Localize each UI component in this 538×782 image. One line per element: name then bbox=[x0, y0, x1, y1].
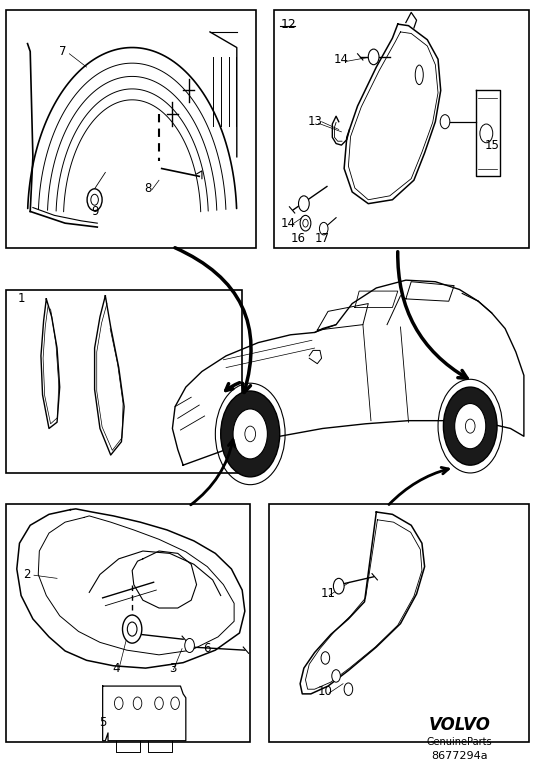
Text: 1: 1 bbox=[17, 292, 25, 306]
Bar bbox=[6, 289, 242, 473]
Bar bbox=[274, 10, 529, 248]
Circle shape bbox=[87, 188, 102, 210]
Text: GenuineParts: GenuineParts bbox=[427, 737, 492, 748]
Circle shape bbox=[185, 638, 194, 652]
Text: 15: 15 bbox=[484, 138, 499, 152]
Circle shape bbox=[123, 615, 142, 643]
Circle shape bbox=[233, 409, 267, 459]
Text: 8: 8 bbox=[145, 181, 152, 195]
Circle shape bbox=[91, 194, 98, 205]
Text: 14: 14 bbox=[280, 217, 295, 230]
Text: VOLVO: VOLVO bbox=[429, 716, 491, 734]
Text: 9: 9 bbox=[91, 205, 98, 218]
Circle shape bbox=[334, 579, 344, 594]
Circle shape bbox=[155, 697, 164, 709]
Circle shape bbox=[128, 622, 137, 636]
Circle shape bbox=[115, 697, 123, 709]
Circle shape bbox=[465, 419, 475, 433]
Circle shape bbox=[455, 404, 486, 449]
Text: 12: 12 bbox=[281, 18, 296, 30]
Text: 3: 3 bbox=[169, 662, 176, 675]
Bar bbox=[6, 504, 250, 742]
Circle shape bbox=[480, 124, 493, 143]
Text: 5: 5 bbox=[99, 716, 107, 730]
Text: 14: 14 bbox=[334, 52, 349, 66]
Circle shape bbox=[300, 215, 311, 231]
Text: 8677294a: 8677294a bbox=[431, 752, 488, 762]
Circle shape bbox=[299, 196, 309, 211]
Text: 16: 16 bbox=[291, 232, 306, 246]
Text: 6: 6 bbox=[203, 642, 211, 655]
Ellipse shape bbox=[415, 65, 423, 84]
Text: 4: 4 bbox=[112, 662, 120, 675]
Circle shape bbox=[440, 115, 450, 129]
Bar bbox=[6, 10, 256, 248]
Circle shape bbox=[303, 219, 308, 227]
Text: 11: 11 bbox=[321, 587, 336, 601]
Circle shape bbox=[321, 651, 330, 664]
Text: 10: 10 bbox=[318, 685, 333, 698]
Circle shape bbox=[344, 683, 353, 695]
Circle shape bbox=[245, 426, 256, 442]
Circle shape bbox=[332, 669, 341, 682]
Circle shape bbox=[221, 391, 280, 477]
Bar bbox=[269, 504, 529, 742]
Circle shape bbox=[171, 697, 179, 709]
Circle shape bbox=[369, 49, 379, 65]
Text: 2: 2 bbox=[23, 568, 30, 581]
Circle shape bbox=[443, 387, 497, 465]
Circle shape bbox=[320, 222, 328, 235]
Text: 7: 7 bbox=[59, 45, 66, 58]
Circle shape bbox=[133, 697, 142, 709]
Text: 13: 13 bbox=[307, 115, 322, 128]
Text: 17: 17 bbox=[315, 232, 330, 246]
